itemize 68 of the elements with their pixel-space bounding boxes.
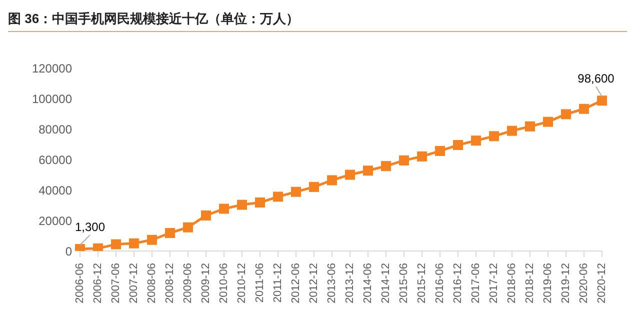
point: [111, 239, 121, 250]
y-tick-label: 60000: [38, 152, 72, 167]
point: [489, 131, 499, 142]
data-label: 1,300: [74, 220, 106, 234]
x-tick-label: 2020-12: [596, 263, 608, 304]
x-tick-label: 2017-06: [470, 263, 482, 304]
x-tick-label: 2015-12: [416, 263, 428, 304]
point: [363, 166, 373, 176]
x-tick-label: 2020-06: [578, 263, 590, 304]
x-tick-label: 2017-12: [488, 263, 500, 304]
point: [147, 234, 157, 245]
x-tick-label: 2012-06: [290, 263, 302, 304]
x-tick-label: 2016-12: [452, 263, 464, 304]
point: [579, 104, 589, 114]
x-tick-label: 2009-12: [200, 263, 212, 304]
point: [237, 200, 247, 210]
x-tick-label: 2019-12: [560, 263, 572, 304]
x-tick-label: 2019-06: [542, 263, 554, 304]
point: [543, 116, 553, 127]
x-tick-label: 2010-12: [236, 263, 248, 304]
x-tick-label: 2014-12: [380, 263, 392, 304]
y-tick-label: 120000: [32, 61, 72, 76]
x-tick-label: 2013-12: [344, 263, 356, 304]
y-tick-label: 20000: [38, 214, 72, 228]
point: [309, 182, 319, 192]
x-tick-label: 2012-12: [308, 263, 320, 304]
point: [129, 238, 139, 248]
x-tick-label: 2013-06: [326, 263, 338, 304]
x-tick-label: 2015-06: [398, 263, 410, 304]
point: [273, 192, 283, 202]
x-tick-label: 2009-06: [182, 263, 194, 304]
data-label: 98,600: [578, 72, 615, 86]
x-tick-label: 2007-06: [110, 263, 122, 304]
point: [561, 109, 571, 120]
point: [381, 161, 391, 172]
x-tick-label: 2011-06: [254, 263, 266, 303]
x-tick-label: 2014-06: [362, 263, 374, 304]
y-tick-label: 40000: [38, 183, 72, 198]
point: [291, 186, 301, 197]
x-tick-label: 2016-06: [434, 263, 446, 304]
point: [327, 175, 337, 186]
y-tick-label: 100000: [32, 92, 72, 106]
x-tick-label: 2006-12: [92, 263, 104, 304]
point: [525, 121, 535, 132]
point: [399, 155, 409, 166]
point: [435, 146, 445, 156]
x-tick-label: 2006-06: [74, 263, 86, 304]
point: [597, 96, 607, 106]
x-tick-label: 2011-12: [272, 263, 284, 303]
x-tick-label: 2018-06: [506, 263, 518, 304]
chart-title: 图 36：中国手机网民规模接近十亿（单位：万人）: [8, 8, 627, 32]
point: [183, 222, 193, 232]
point: [471, 136, 481, 146]
point: [453, 140, 463, 150]
x-tick-label: 2008-12: [164, 263, 176, 304]
y-tick-label: 0: [65, 244, 72, 258]
point: [255, 198, 265, 208]
y-tick-label: 80000: [38, 122, 72, 136]
point: [165, 228, 175, 238]
point: [507, 126, 517, 136]
x-tick-label: 2007-12: [128, 263, 140, 304]
point: [345, 170, 355, 180]
point: [219, 204, 229, 214]
x-tick-label: 2010-06: [218, 263, 230, 304]
point: [417, 151, 427, 162]
x-tick-label: 2018-12: [524, 263, 536, 304]
x-tick-label: 2008-06: [146, 263, 158, 304]
point: [201, 210, 211, 220]
